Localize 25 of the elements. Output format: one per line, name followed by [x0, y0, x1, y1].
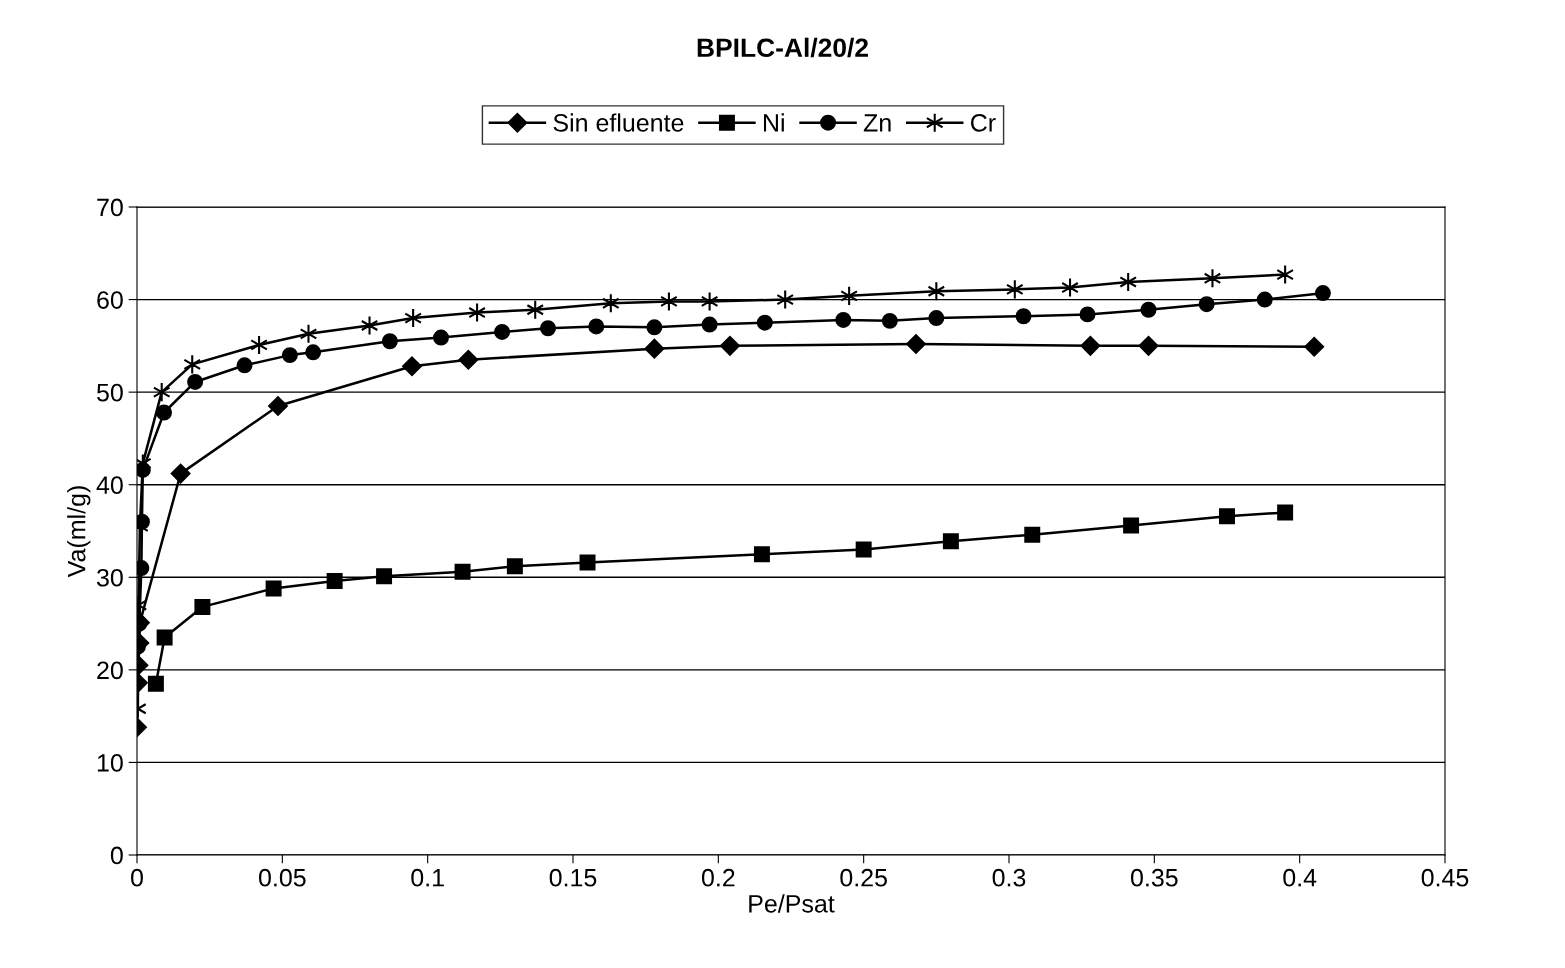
- chart-title: BPILC-Al/20/2: [697, 37, 868, 58]
- legend-label: Cr: [970, 114, 996, 132]
- x-tick-label: 0.2: [701, 868, 735, 887]
- y-tick-label: 60: [97, 291, 123, 309]
- x-tick-label: 0.3: [992, 868, 1026, 887]
- legend-label: Zn: [863, 114, 891, 132]
- y-tick-label: 0: [110, 846, 123, 865]
- y-tick-label: 50: [97, 383, 123, 402]
- x-tick-label: 0.1: [411, 868, 444, 887]
- y-tick-label: 20: [97, 661, 123, 680]
- y-tick-label: 70: [97, 198, 123, 217]
- legend-label: Sin efluente: [553, 113, 684, 132]
- y-axis-title: Va(ml/g): [67, 486, 91, 578]
- x-tick-label: 0.35: [1130, 868, 1178, 887]
- legend-label: Ni: [763, 113, 784, 132]
- y-tick-label: 30: [96, 568, 123, 587]
- x-tick-label: 0.45: [1421, 868, 1469, 887]
- x-tick-label: 0: [131, 868, 143, 887]
- x-axis-title: Pe/Psat: [749, 894, 835, 913]
- y-tick-label: 10: [97, 754, 123, 772]
- y-tick-label: 40: [96, 476, 123, 495]
- x-tick-label: 0.15: [549, 868, 597, 887]
- x-tick-label: 0.05: [258, 868, 306, 887]
- x-tick-label: 0.4: [1283, 868, 1317, 887]
- x-tick-label: 0.25: [840, 868, 887, 887]
